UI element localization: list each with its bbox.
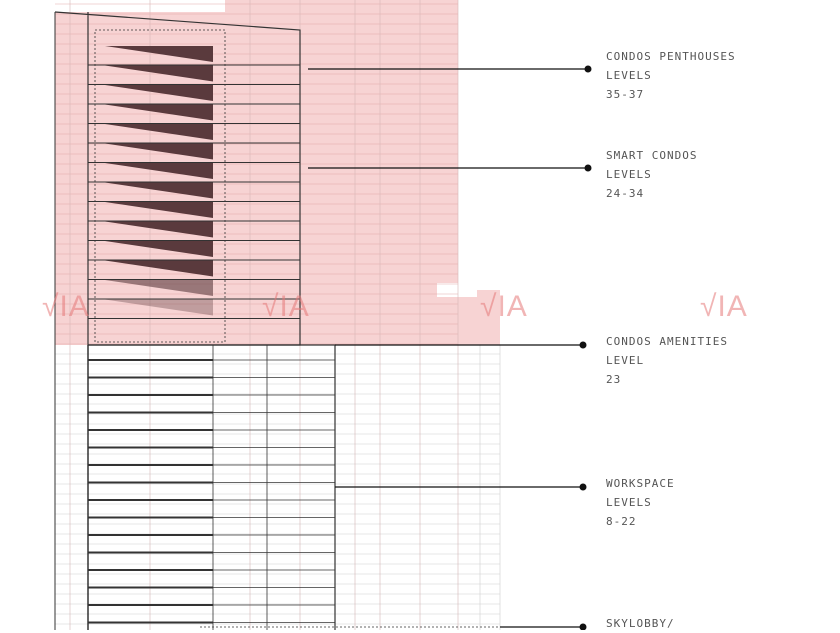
balcony-triangle [105, 46, 213, 62]
balcony-triangle [105, 104, 213, 121]
via-watermark: √IA [262, 290, 310, 323]
upper-extension-mass [437, 290, 500, 345]
via-watermark: √IA [480, 290, 528, 323]
balcony-triangle [105, 202, 213, 218]
leader-dot [579, 483, 587, 491]
leader-dot [579, 623, 587, 630]
balcony-triangle [105, 221, 213, 238]
dashed-core [94, 29, 226, 343]
label-condos-amenities: CONDOS AMENITIES LEVEL 23 [606, 335, 728, 386]
leader-dot [584, 164, 592, 172]
balcony-triangle [105, 299, 213, 316]
balcony-triangle [105, 260, 213, 277]
leader-dot [584, 65, 592, 73]
balcony-triangle [105, 241, 213, 257]
balcony-triangle [105, 280, 213, 296]
label-smart-condos: SMART CONDOS LEVELS 24-34 [606, 149, 698, 200]
label-condos-penthouses: CONDOS PENTHOUSES LEVELS 35-37 [606, 50, 736, 101]
balcony-triangle [105, 65, 213, 82]
balcony-triangle [105, 182, 213, 199]
notch [437, 283, 477, 297]
balcony-triangle [105, 85, 213, 101]
label-skylobby: SKYLOBBY/ [606, 617, 675, 630]
balcony-triangle [105, 163, 213, 179]
upper-tower-mass [55, 12, 458, 345]
balcony-triangle [105, 143, 213, 160]
via-watermark: √IA [700, 290, 748, 323]
balcony-triangle [105, 124, 213, 140]
via-watermark: √IA [42, 290, 90, 323]
label-workspace: WORKSPACE LEVELS 8-22 [606, 477, 675, 528]
leader-dot [579, 341, 587, 349]
